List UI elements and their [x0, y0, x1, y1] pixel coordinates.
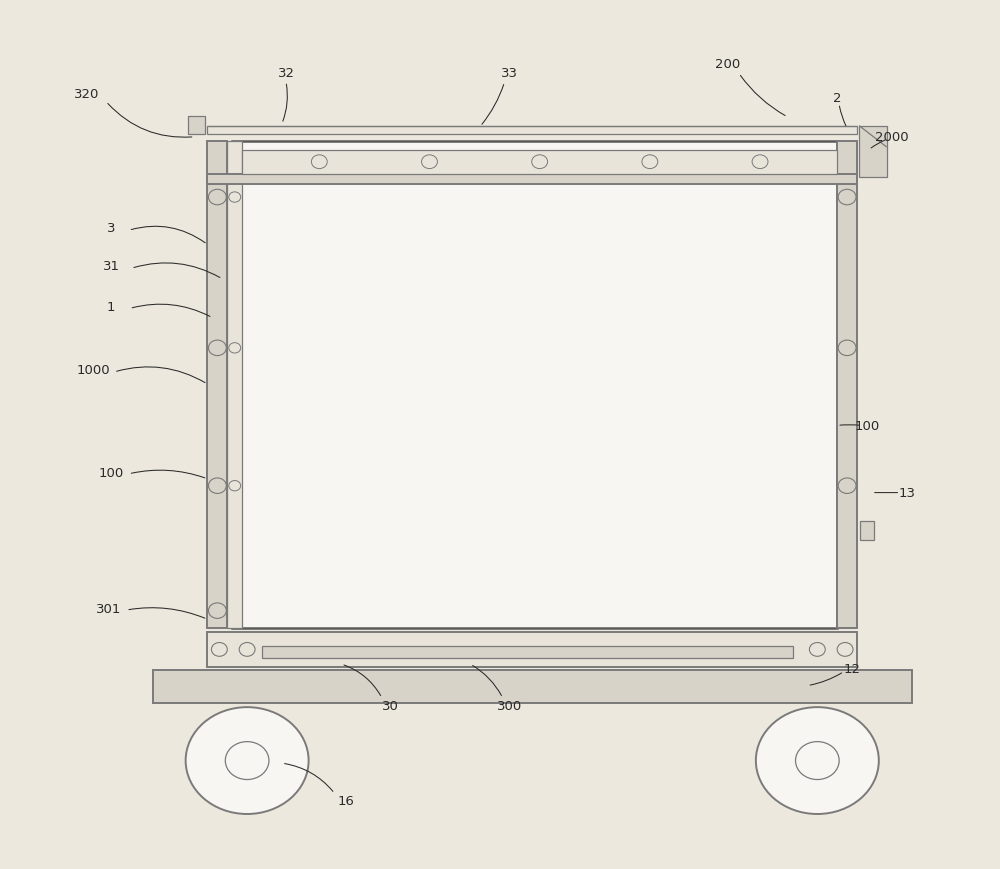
- Text: 300: 300: [497, 700, 523, 712]
- Bar: [837, 142, 857, 628]
- Bar: [242, 150, 837, 175]
- Bar: [262, 647, 793, 659]
- Bar: [232, 142, 837, 628]
- Text: 2: 2: [833, 92, 841, 105]
- Text: 31: 31: [103, 260, 120, 273]
- Text: 2000: 2000: [875, 131, 909, 144]
- Text: 16: 16: [338, 793, 355, 806]
- Text: 301: 301: [96, 602, 121, 615]
- Text: 320: 320: [74, 88, 99, 101]
- Bar: [207, 633, 857, 667]
- Bar: [859, 126, 887, 178]
- Text: 200: 200: [715, 58, 741, 71]
- Circle shape: [186, 707, 309, 814]
- Bar: [188, 117, 205, 135]
- Bar: [207, 142, 227, 628]
- Text: 1000: 1000: [77, 363, 110, 376]
- Bar: [153, 670, 912, 703]
- Text: 100: 100: [854, 420, 880, 433]
- Text: 13: 13: [898, 487, 915, 500]
- Circle shape: [225, 742, 269, 779]
- Text: 30: 30: [382, 700, 399, 712]
- Bar: [227, 142, 242, 628]
- Text: 3: 3: [107, 222, 116, 235]
- Circle shape: [796, 742, 839, 779]
- Bar: [860, 521, 874, 541]
- Text: 32: 32: [278, 67, 295, 79]
- Circle shape: [756, 707, 879, 814]
- Bar: [207, 126, 857, 135]
- Text: 33: 33: [501, 67, 518, 79]
- Text: 12: 12: [844, 662, 861, 675]
- Bar: [207, 175, 857, 185]
- Text: 100: 100: [99, 467, 124, 480]
- Text: 1: 1: [107, 301, 116, 314]
